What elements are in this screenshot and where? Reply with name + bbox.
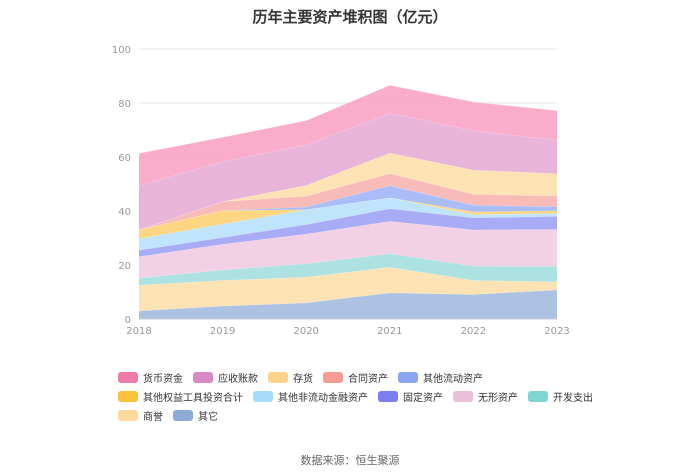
area-series-2 [139,253,557,285]
legend-item[interactable]: 商誉 [118,408,163,423]
legend-item[interactable]: 其他非流动金融资产 [253,389,368,404]
axes: 0 20 40 60 80 100 2018 2019 2020 2021 2022 2023 [112,45,570,337]
legend-item[interactable]: 存货 [268,370,313,385]
legend-label: 开发支出 [553,393,593,404]
legend-item[interactable]: 其它 [173,408,218,423]
legend-label: 合同资产 [348,374,388,385]
y-tick-label: 20 [118,261,131,272]
legend-label: 其他权益工具投资合计 [143,393,243,404]
data-source-note: 数据来源：恒生聚源 [300,454,400,467]
area-series-7 [139,185,557,230]
area-series-4 [139,208,557,257]
legend-row: 商誉 其它 [118,406,598,425]
legend-swatch [323,372,343,383]
legend-swatch [253,391,273,402]
legend-label: 固定资产 [403,393,443,404]
x-tick-label: 2020 [293,326,318,337]
x-tick-label: 2018 [126,326,151,337]
legend-swatch [118,391,138,402]
legend: 货币资金 应收账款 存货 合同资产 其他流动资产其他权益工具投资合计 其他非流动金融资产 固… [118,368,598,425]
area-series-0 [139,289,557,319]
y-tick-label: 80 [118,99,131,110]
legend-swatch [118,372,138,383]
area-series-layer [138,84,558,319]
legend-label: 无形资产 [478,393,518,404]
area-series-10 [139,113,557,230]
legend-label: 其他非流动金融资产 [278,393,368,404]
area-edge-11 [138,84,558,154]
legend-item[interactable]: 合同资产 [323,370,388,385]
legend-swatch [453,391,473,402]
x-tick-label: 2022 [461,326,486,337]
x-tick-label: 2019 [210,326,235,337]
legend-label: 应收账款 [218,374,258,385]
legend-item[interactable]: 开发支出 [528,389,593,404]
legend-label: 其它 [198,412,218,423]
legend-label: 存货 [293,374,313,385]
legend-label: 其他流动资产 [423,374,483,385]
area-series-8 [139,173,557,230]
chart-title: 历年主要资产堆积图（亿元） [252,8,448,26]
area-series-1 [139,267,557,311]
legend-item[interactable]: 固定资产 [378,389,443,404]
x-tick-label: 2023 [544,326,569,337]
legend-swatch [378,391,398,402]
legend-row: 其他权益工具投资合计 其他非流动金融资产 固定资产 无形资产 开发支出 [118,387,598,406]
legend-label: 商誉 [143,412,163,423]
y-tick-label: 60 [118,153,131,164]
y-tick-label: 0 [125,315,131,326]
legend-swatch [193,372,213,383]
legend-swatch [268,372,288,383]
legend-swatch [528,391,548,402]
legend-item[interactable]: 其他流动资产 [398,370,483,385]
area-series-3 [139,221,557,278]
legend-label: 货币资金 [143,374,183,385]
x-tick-label: 2021 [377,326,402,337]
area-series-9 [139,152,557,230]
legend-item[interactable]: 其他权益工具投资合计 [118,389,243,404]
y-tick-label: 100 [112,45,131,56]
legend-item[interactable]: 货币资金 [118,370,183,385]
legend-row: 货币资金 应收账款 存货 合同资产 其他流动资产 [118,368,598,387]
area-series-5 [139,197,557,251]
legend-swatch [398,372,418,383]
legend-swatch [118,410,138,421]
legend-swatch [173,410,193,421]
area-series-6 [139,197,557,239]
legend-item[interactable]: 应收账款 [193,370,258,385]
y-tick-label: 40 [118,207,131,218]
legend-item[interactable]: 无形资产 [453,389,518,404]
area-series-11 [139,85,557,186]
